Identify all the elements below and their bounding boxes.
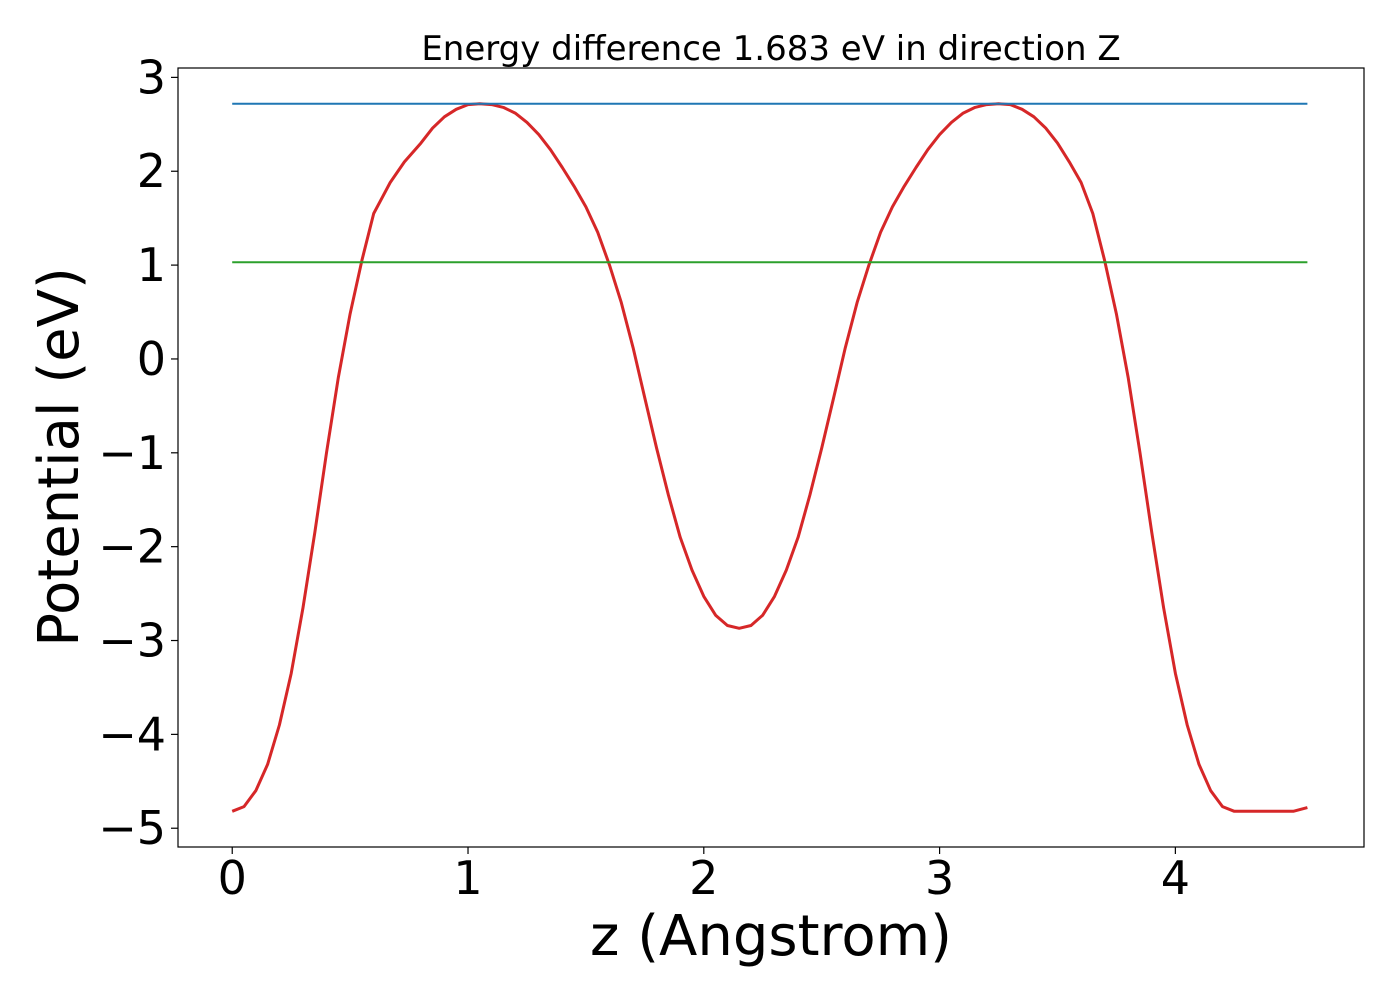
x-tick-label: 0 <box>218 851 247 905</box>
x-tick-label: 1 <box>453 851 482 905</box>
axes-frame <box>177 67 1365 848</box>
y-tick-label: −5 <box>98 801 166 855</box>
y-tick-label: −2 <box>98 520 166 574</box>
y-tick-label: −1 <box>98 426 166 480</box>
y-axis-label: Potential (eV) <box>27 267 92 647</box>
x-tick-label: 2 <box>689 851 718 905</box>
x-tick-label: 3 <box>925 851 954 905</box>
y-tick-label: 1 <box>137 238 166 292</box>
potential-curve <box>231 102 1308 813</box>
y-tick-label: 0 <box>137 332 166 386</box>
y-tick-label: 3 <box>137 50 166 104</box>
axis-ticks: 0 1 2 3 4 −5 −4 −3 −2 −1 0 1 2 3 <box>98 50 1190 905</box>
y-tick-label: −3 <box>98 614 166 668</box>
plot-area <box>231 102 1308 813</box>
x-tick-label: 4 <box>1161 851 1190 905</box>
x-axis-label: z (Angstrom) <box>590 904 952 969</box>
y-tick-label: 2 <box>137 144 166 198</box>
chart-title: Energy difference 1.683 eV in direction … <box>421 29 1120 69</box>
y-tick-label: −4 <box>98 707 166 761</box>
